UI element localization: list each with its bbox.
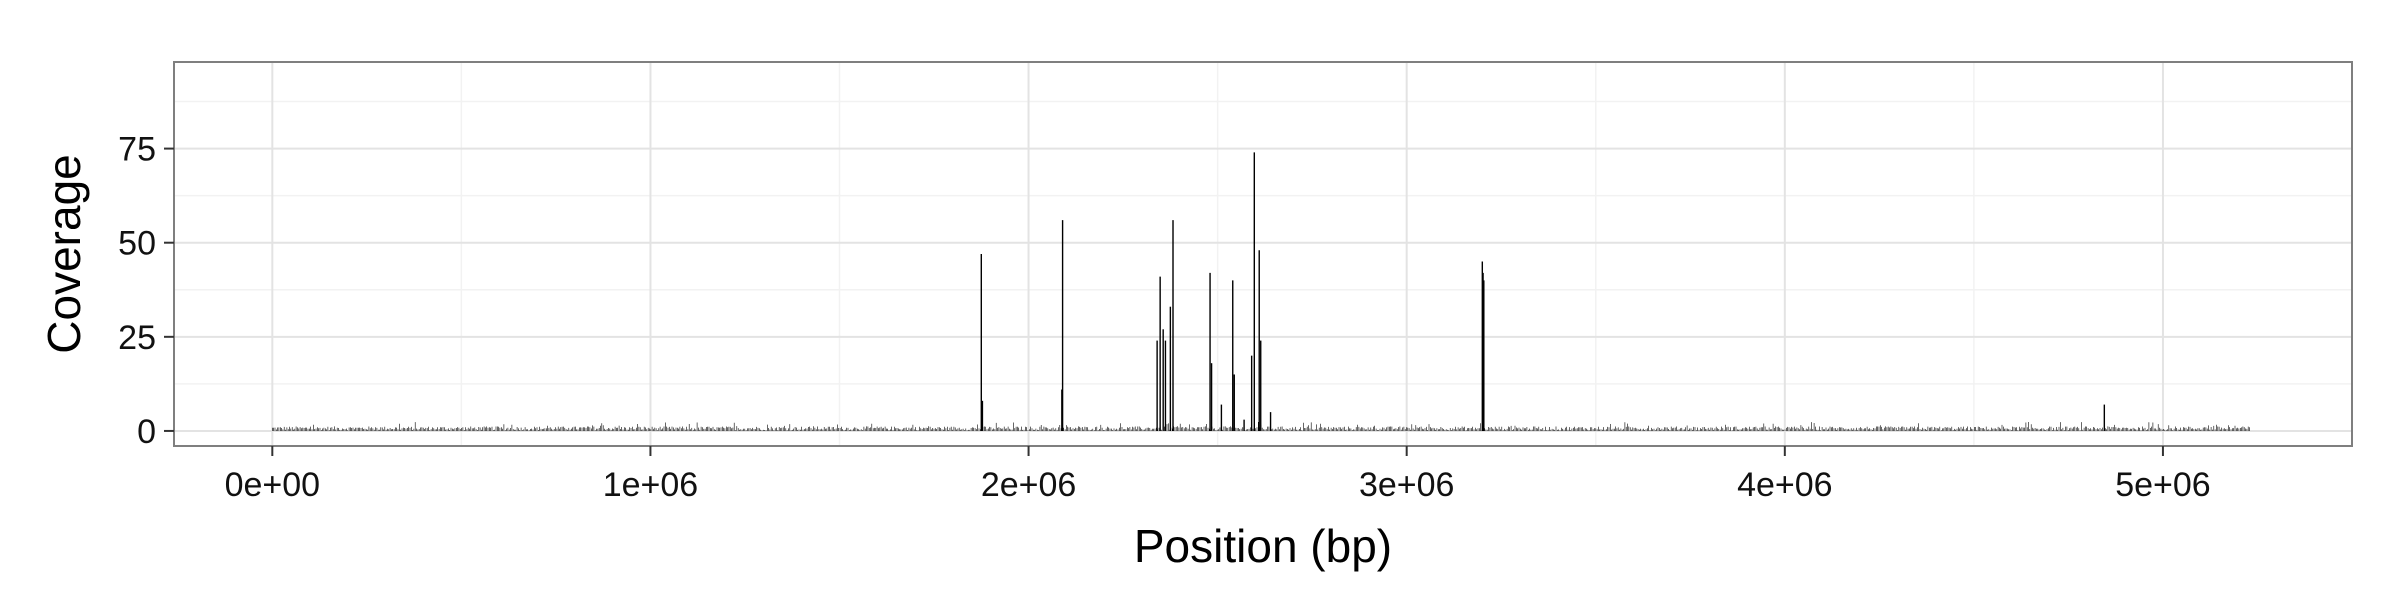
x-tick-label: 3e+06 <box>1359 466 1455 504</box>
x-tick-label: 5e+06 <box>2115 466 2211 504</box>
x-tick-label: 2e+06 <box>981 466 1077 504</box>
x-tick-label: 0e+00 <box>225 466 321 504</box>
y-tick-label: 75 <box>118 131 156 169</box>
baseline-coverage-bars <box>272 422 2250 431</box>
x-axis: 0e+00 1e+06 2e+06 3e+06 4e+06 5e+06 <box>225 446 2211 504</box>
y-axis-title: Coverage <box>38 154 90 353</box>
y-tick-label: 25 <box>118 319 156 357</box>
plot-panel <box>174 62 2352 446</box>
y-tick-label: 50 <box>118 225 156 263</box>
coverage-bars <box>272 152 2250 431</box>
y-tick-label: 0 <box>137 413 156 451</box>
x-tick-label: 1e+06 <box>603 466 699 504</box>
x-axis-title: Position (bp) <box>1134 520 1392 572</box>
x-tick-label: 4e+06 <box>1737 466 1833 504</box>
plot-panel-border <box>173 61 2353 447</box>
y-axis: 0 25 50 75 <box>118 131 174 451</box>
minor-gridlines <box>174 62 2352 446</box>
